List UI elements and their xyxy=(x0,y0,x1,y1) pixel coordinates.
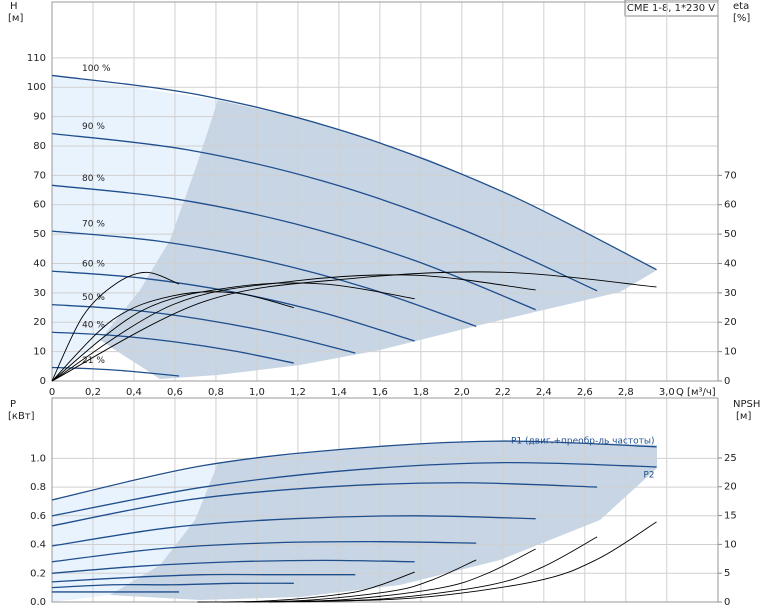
y2-axis-label: eta xyxy=(733,1,749,12)
y-tick-label: 0.4 xyxy=(30,540,46,551)
x-tick-label: 1,2 xyxy=(290,387,306,398)
y2-tick-label: 40 xyxy=(724,258,737,269)
curve xyxy=(51,573,356,583)
curve-secondary xyxy=(269,536,598,603)
series-label: 100 % xyxy=(82,64,111,74)
operating-region xyxy=(110,440,657,600)
series-label: 90 % xyxy=(82,122,105,132)
curve-secondary xyxy=(51,282,415,382)
series-label: P1 (двиг.+преобр-ль частоты) xyxy=(511,436,655,446)
y-tick-label: 10 xyxy=(33,347,46,358)
y2-tick-label: 50 xyxy=(724,229,737,240)
curve xyxy=(51,303,356,354)
curve-secondary xyxy=(51,274,536,382)
curve xyxy=(51,132,598,292)
x-tick-label: 0 xyxy=(49,387,55,398)
y-tick-label: 60 xyxy=(33,200,46,211)
y2-tick-label: 10 xyxy=(724,539,737,550)
series-label: 50 % xyxy=(82,293,105,303)
curve xyxy=(51,366,180,377)
x-tick-label: 0,8 xyxy=(208,387,224,398)
y2-tick-label: 20 xyxy=(724,482,737,493)
x-tick-label: 1,6 xyxy=(372,387,388,398)
curve xyxy=(51,230,477,327)
curve xyxy=(51,74,657,271)
y-tick-label: 110 xyxy=(27,53,46,64)
x-tick-label: 2,0 xyxy=(454,387,470,398)
y-tick-label: 70 xyxy=(33,170,46,181)
x-tick-label: 0,6 xyxy=(167,387,183,398)
y-tick-label: 90 xyxy=(33,112,46,123)
y-axis-label: H xyxy=(10,1,18,12)
curve-secondary xyxy=(222,559,477,603)
curve xyxy=(51,440,657,501)
x-tick-label: 2,4 xyxy=(536,387,552,398)
curve-secondary xyxy=(197,571,415,603)
y2-tick-label: 10 xyxy=(724,347,737,358)
x-tick-label: 2,2 xyxy=(495,387,511,398)
x-tick-label: 1,4 xyxy=(331,387,347,398)
x-tick-label: 1,8 xyxy=(413,387,429,398)
x-tick-label: 3,0 xyxy=(659,387,675,398)
x-tick-label: 2,8 xyxy=(618,387,634,398)
y-tick-label: 0 xyxy=(40,376,46,387)
y-axis-unit: [м] xyxy=(8,13,23,24)
curve xyxy=(51,559,415,574)
chart-title: CME 1-8, 1*230 V xyxy=(627,3,715,14)
series-label: 40 % xyxy=(82,321,105,331)
curve xyxy=(51,582,294,589)
y2-tick-label: 5 xyxy=(724,568,730,579)
curve xyxy=(51,331,294,364)
y2-tick-label: 60 xyxy=(724,200,737,211)
y2-tick-label: 20 xyxy=(724,317,737,328)
y2-tick-label: 0 xyxy=(724,376,730,387)
x-tick-label: 0,2 xyxy=(85,387,101,398)
y-tick-label: 0.2 xyxy=(30,568,46,579)
curve-secondary xyxy=(51,271,657,382)
y-tick-label: 40 xyxy=(33,258,46,269)
y2-tick-label: 15 xyxy=(724,511,737,522)
series-label: 70 % xyxy=(82,220,105,230)
curve xyxy=(51,461,657,517)
y-tick-label: 0.8 xyxy=(30,482,46,493)
x-tick-label: 1,0 xyxy=(249,387,265,398)
x-tick-label: 2,6 xyxy=(577,387,593,398)
y-tick-label: 80 xyxy=(33,141,46,152)
operating-region xyxy=(100,100,657,379)
y-axis-label: P xyxy=(10,399,16,410)
x-axis-label: Q [м³/ч] xyxy=(676,387,716,398)
series-label: 21 % xyxy=(82,356,105,366)
y2-tick-label: 25 xyxy=(724,453,737,464)
y2-axis-unit: [%] xyxy=(733,13,750,24)
plot-frame xyxy=(51,1,719,382)
y-tick-label: 0.0 xyxy=(30,597,46,608)
y2-axis-unit: [м] xyxy=(736,411,751,422)
curve-secondary xyxy=(51,291,294,382)
y-tick-label: 50 xyxy=(33,229,46,240)
y-tick-label: 1.0 xyxy=(30,453,46,464)
y-tick-label: 100 xyxy=(27,82,46,93)
y2-tick-label: 70 xyxy=(724,170,737,181)
curve-secondary xyxy=(244,548,536,603)
curve xyxy=(51,515,536,547)
series-label: 80 % xyxy=(82,174,105,184)
y-tick-label: 0.6 xyxy=(30,511,46,522)
y2-tick-label: 30 xyxy=(724,288,737,299)
series-label: P2 xyxy=(643,470,654,480)
curve xyxy=(51,184,536,311)
y-axis-unit: [кВт] xyxy=(8,411,35,422)
curve-secondary xyxy=(51,271,180,382)
x-tick-label: 0,4 xyxy=(126,387,142,398)
y2-axis-label: NPSH xyxy=(733,399,760,410)
curve xyxy=(51,482,598,527)
y2-tick-label: 0 xyxy=(724,597,730,608)
series-label: 60 % xyxy=(82,260,105,270)
y-tick-label: 30 xyxy=(33,288,46,299)
y-tick-label: 20 xyxy=(33,317,46,328)
curve xyxy=(51,541,477,563)
curve xyxy=(51,270,415,342)
light-region xyxy=(52,75,218,381)
